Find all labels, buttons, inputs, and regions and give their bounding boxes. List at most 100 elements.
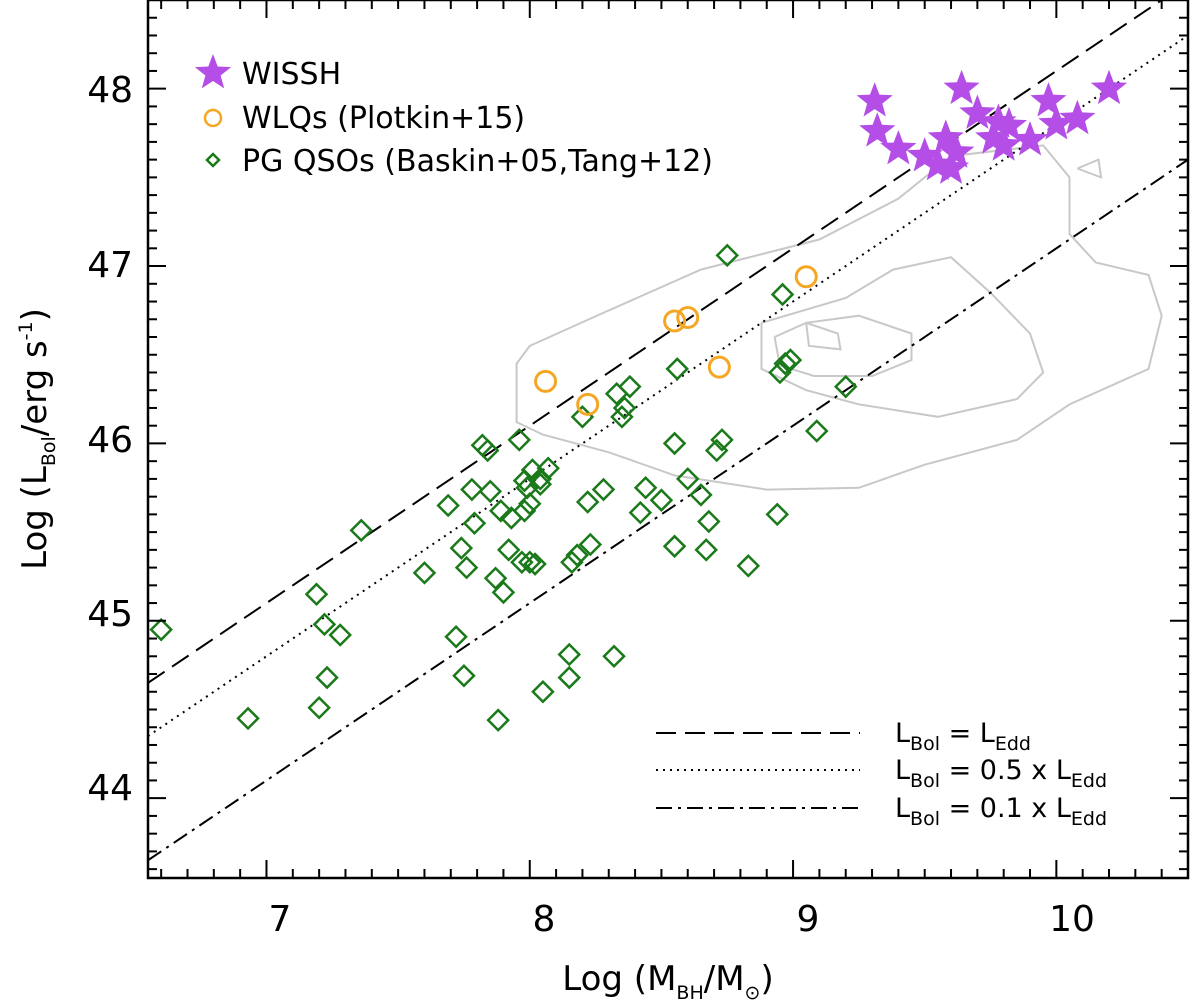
wissh-point [975, 119, 1012, 154]
pg-qso-point [662, 431, 687, 456]
pg-qso-point [618, 374, 642, 399]
pg-qso-point [565, 543, 589, 567]
pg-qso-point [236, 706, 260, 731]
pg-qso-point [602, 644, 626, 669]
pg-qso-point [804, 419, 829, 443]
pg-qso-point [715, 243, 740, 268]
contour-line [1077, 158, 1103, 179]
wlq-point [794, 265, 818, 289]
legend-label-wlqs: WLQs (Plotkin+15) [242, 101, 525, 136]
pg-qso-point [499, 506, 524, 530]
pg-qso-point [478, 479, 503, 504]
pg-qso-point [449, 536, 474, 560]
wissh-point [943, 69, 980, 105]
x-tick-label: 8 [533, 899, 556, 940]
pg-qso-point [710, 428, 734, 452]
reference-line-dotted [148, 34, 1188, 737]
wissh-point [927, 119, 964, 154]
contour-layer [515, 144, 1163, 491]
pg-qso-point [436, 493, 460, 518]
pg-qso-series [149, 243, 858, 732]
legend-diamond-marker [205, 152, 221, 168]
pg-qso-point [578, 532, 603, 557]
y-tick-label: 47 [87, 245, 133, 286]
pg-qso-point [736, 554, 761, 578]
pg-qso-point [612, 396, 637, 420]
wissh-point [1030, 82, 1067, 117]
axis-ticks [148, 0, 1188, 878]
legend-star-marker [194, 54, 232, 89]
wlq-series [534, 265, 818, 416]
y-tick-label: 44 [87, 768, 133, 809]
pg-qso-point [486, 708, 510, 732]
y-tick-label: 45 [87, 594, 133, 635]
pg-qso-point [628, 500, 653, 525]
wissh-point [933, 149, 970, 184]
pg-qso-point [575, 490, 600, 514]
wissh-point [1090, 69, 1128, 105]
pg-qso-point [489, 499, 513, 523]
pg-qso-point [570, 405, 595, 429]
wissh-point [856, 82, 893, 117]
pg-qso-point [460, 477, 484, 502]
pg-qso-point [833, 374, 858, 399]
pg-qso-point [770, 282, 795, 307]
legend-label-wissh: WISSH [242, 57, 341, 92]
pg-qso-point [452, 664, 476, 688]
wissh-point [1038, 105, 1075, 140]
pg-qso-point [149, 617, 173, 642]
pg-qso-point [665, 357, 689, 381]
pg-qso-point [675, 467, 700, 491]
pg-qso-point [689, 483, 713, 507]
pg-qso-point [662, 534, 687, 559]
pg-qso-point [444, 625, 468, 649]
wissh-point [938, 133, 975, 168]
pg-qso-point [518, 491, 542, 516]
pg-qso-point [633, 476, 658, 500]
wlq-point [676, 305, 700, 329]
pg-qso-point [491, 580, 516, 605]
pg-qso-point [304, 582, 329, 606]
pg-qso-point [536, 456, 560, 481]
pg-qso-point [531, 679, 555, 704]
pg-qso-point [328, 623, 352, 647]
pg-qso-point [512, 468, 537, 493]
legend: WISSH WLQs (Plotkin+15) PG QSOs (Baskin+… [194, 54, 713, 179]
x-tick-label: 10 [1049, 899, 1095, 940]
pg-qso-point [475, 438, 500, 463]
y-tick-label: 46 [87, 420, 133, 461]
wissh-point [880, 130, 917, 165]
y-tick-label: 48 [87, 70, 133, 111]
wlq-point [663, 309, 687, 333]
key-label-01ledd: LBol = 0.1 x LEdd [895, 793, 1107, 830]
legend-label-pg: PG QSOs (Baskin+05,Tang+12) [242, 144, 713, 179]
wissh-point [959, 94, 996, 129]
pg-qso-point [773, 351, 797, 376]
legend-circle-marker [203, 108, 223, 128]
plot-frame [146, 0, 1190, 880]
wlq-point [576, 392, 600, 416]
wlq-point [534, 369, 558, 393]
pg-qso-point [518, 550, 542, 575]
wissh-point [859, 112, 896, 147]
contour-line [760, 256, 1045, 418]
pg-qso-point [307, 695, 331, 720]
pg-qso-point [768, 360, 792, 385]
pg-qso-point [454, 555, 479, 580]
wissh-point [1012, 121, 1049, 156]
pg-qso-point [591, 477, 616, 502]
x-tick-label: 9 [797, 899, 820, 940]
pg-qso-point [778, 348, 803, 372]
wissh-series [856, 69, 1128, 184]
pg-qso-point [765, 502, 790, 527]
pg-qso-point [312, 612, 337, 637]
pg-qso-point [604, 382, 629, 406]
pg-qso-point [649, 488, 674, 512]
pg-qso-point [694, 538, 718, 562]
reference-line-key: LBol = LEdd LBol = 0.5 x LEdd LBol = 0.1… [656, 718, 1107, 830]
contour-line [805, 321, 842, 351]
pg-qso-point [523, 552, 547, 576]
key-label-ledd: LBol = LEdd [895, 718, 1031, 755]
x-tick-label: 7 [269, 899, 292, 940]
